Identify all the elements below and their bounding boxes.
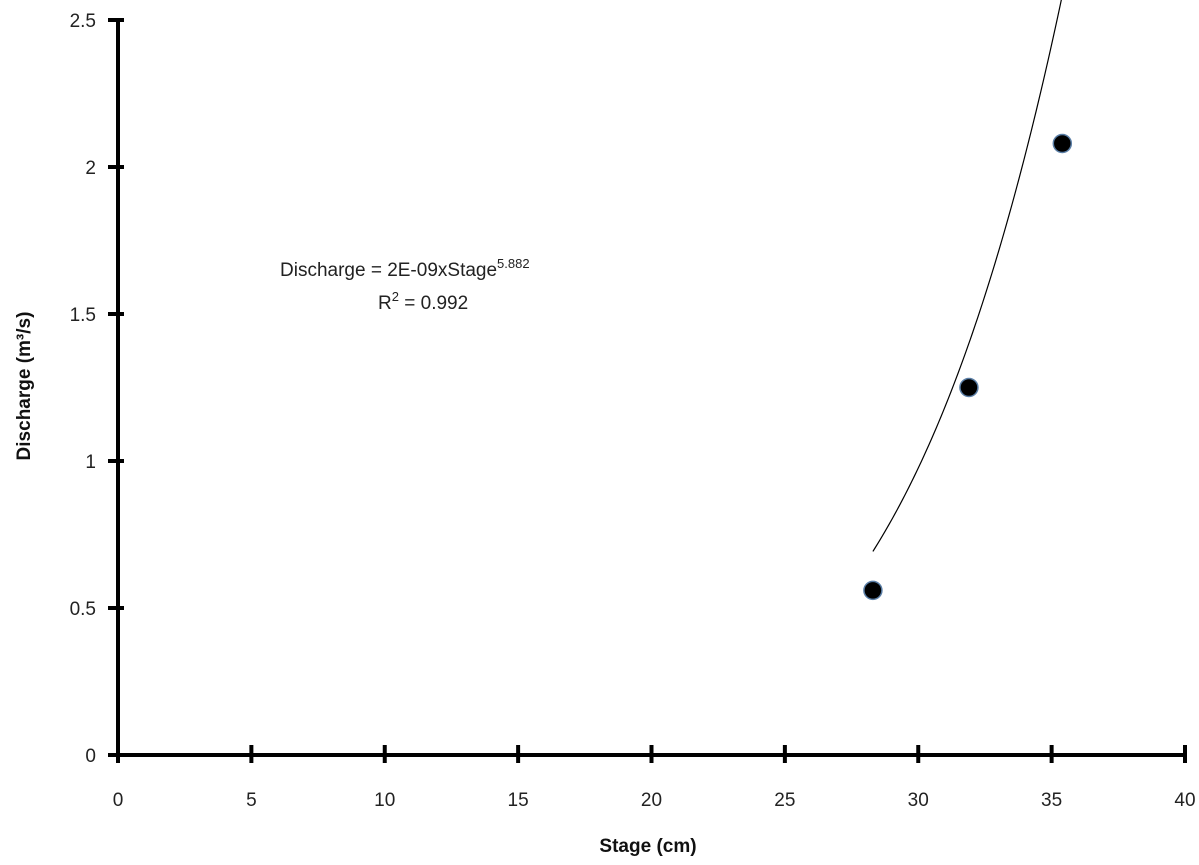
equation-base: Discharge = 2E-09xStage — [280, 260, 497, 281]
power-trendline — [873, 0, 1068, 551]
x-tick-label: 30 — [908, 790, 929, 811]
y-tick-label: 2 — [85, 158, 96, 179]
y-tick-label: 2.5 — [70, 11, 96, 32]
r-squared-base: R — [378, 293, 392, 314]
x-tick-label: 35 — [1041, 790, 1062, 811]
y-tick-label: 1 — [85, 452, 96, 473]
equation-exponent: 5.882 — [497, 256, 530, 271]
y-tick-label: 1.5 — [70, 305, 96, 326]
data-point — [960, 379, 978, 397]
r-squared-value: = 0.992 — [399, 293, 468, 314]
x-tick-label: 5 — [246, 790, 257, 811]
x-tick-label: 40 — [1174, 790, 1195, 811]
equation-label: Discharge = 2E-09xStage5.882 — [280, 256, 530, 281]
data-points — [864, 134, 1071, 599]
x-tick-label: 0 — [113, 790, 124, 811]
x-tick-label: 20 — [641, 790, 662, 811]
r-squared-label: R2 = 0.992 — [378, 289, 468, 314]
data-point — [1053, 134, 1071, 152]
x-tick-label: 25 — [774, 790, 795, 811]
x-axis-title: Stage (cm) — [599, 836, 696, 857]
data-point — [864, 581, 882, 599]
x-tick-label: 15 — [508, 790, 529, 811]
y-tick-label: 0 — [85, 746, 96, 767]
y-axis-title: Discharge (m³/s) — [14, 312, 35, 461]
y-axis-ticks: 0 0.5 1 1.5 2 2.5 — [70, 11, 124, 767]
x-tick-label: 10 — [374, 790, 395, 811]
r-squared-sup: 2 — [392, 289, 399, 304]
y-tick-label: 0.5 — [70, 599, 96, 620]
